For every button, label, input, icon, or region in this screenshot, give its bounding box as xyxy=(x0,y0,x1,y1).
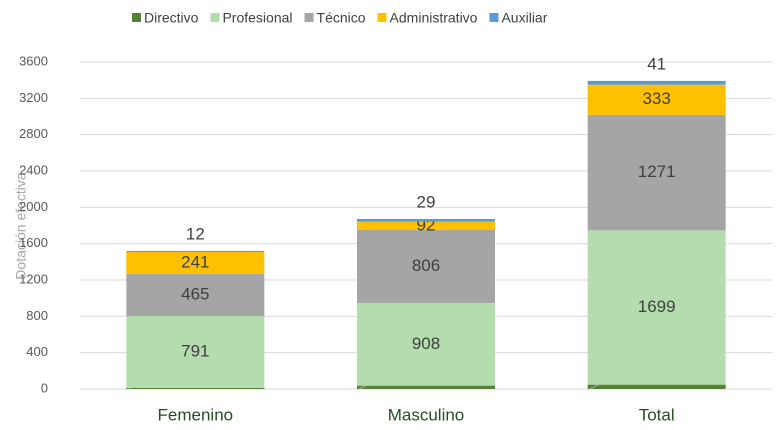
legend-label: Auxiliar xyxy=(501,10,547,26)
data-label: 333 xyxy=(642,89,670,108)
bar-segment xyxy=(357,229,495,304)
bar-segment xyxy=(126,388,265,389)
y-tick-label: 1600 xyxy=(19,235,48,250)
data-label: 806 xyxy=(412,256,440,275)
data-label: 29 xyxy=(417,192,436,211)
bar-segment xyxy=(357,218,495,222)
data-label: 12 xyxy=(186,224,205,243)
x-tick-label: Masculino xyxy=(388,405,465,424)
y-tick-label: 2000 xyxy=(19,199,48,214)
data-label: 791 xyxy=(181,342,209,361)
y-tick-label: 2800 xyxy=(19,126,48,141)
bar-segment xyxy=(587,84,726,115)
legend-swatch xyxy=(489,13,499,22)
bar-segment xyxy=(587,114,726,231)
y-axis-title: Dotación efectiva xyxy=(13,172,29,280)
data-label: 241 xyxy=(181,252,209,271)
bar-segment xyxy=(357,303,495,386)
y-tick-label: 3600 xyxy=(19,53,48,68)
bar-segment xyxy=(126,250,265,253)
x-tick-label: Total xyxy=(639,405,675,424)
y-tick-label: 800 xyxy=(26,308,48,323)
bar-segment xyxy=(126,252,265,274)
y-tick-label: 400 xyxy=(26,344,48,359)
bar-segment xyxy=(126,273,265,317)
y-tick-label: 3200 xyxy=(19,90,48,105)
data-label: 41 xyxy=(647,54,666,73)
y-tick-label: 1200 xyxy=(19,271,48,286)
data-label: 908 xyxy=(412,334,440,353)
legend-swatch xyxy=(377,13,387,22)
legend-swatch xyxy=(132,13,141,22)
legend-label: Profesional xyxy=(222,10,292,26)
legend-swatch xyxy=(304,13,314,22)
bar-segment xyxy=(587,230,726,385)
legend-label: Directivo xyxy=(144,10,199,26)
legend-label: Técnico xyxy=(317,10,366,26)
data-label: 92 xyxy=(417,215,436,234)
legend-label: Administrativo xyxy=(390,10,478,26)
y-tick-label: 2400 xyxy=(19,162,48,177)
data-label: 1271 xyxy=(638,162,676,181)
bar-segment xyxy=(357,385,495,389)
legend-swatch xyxy=(210,13,220,22)
x-tick-label: Femenino xyxy=(158,405,234,424)
data-label: 1699 xyxy=(638,297,676,316)
bar-segment xyxy=(126,316,265,389)
y-tick-label: 0 xyxy=(41,380,48,395)
bar-segment xyxy=(357,221,495,230)
bar-segment xyxy=(587,384,726,389)
bar-segment xyxy=(587,80,726,85)
data-label: 465 xyxy=(181,285,209,304)
